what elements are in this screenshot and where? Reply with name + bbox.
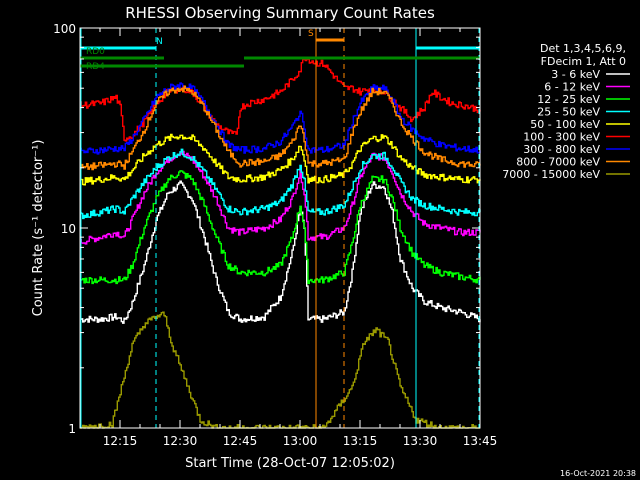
chart-title: RHESSI Observing Summary Count Rates [125,4,435,22]
legend-entry-7000-15000-kev: 7000 - 15000 keV [502,168,600,181]
footer-timestamp: 16-Oct-2021 20:38 [560,469,636,478]
y-tick-label-100: 100 [53,22,76,36]
legend-entry-3-6-kev: 3 - 6 keV [551,68,600,81]
series-line-300-800-kev [80,82,481,155]
legend-entry-800-7000-kev: 800 - 7000 keV [516,156,600,169]
series-line-25-50-kev [80,148,481,220]
legend-entry-6-12-kev: 6 - 12 keV [544,81,600,94]
x-tick-label-12:45: 12:45 [223,434,258,448]
x-tick-label-12:15: 12:15 [103,434,138,448]
x-tick-label-13:30: 13:30 [403,434,438,448]
mode-label-rd4: RD4 [86,62,105,72]
legend-entry-12-25-kev: 12 - 25 keV [537,93,600,106]
series-line-3-6-kev [80,180,481,324]
x-tick-label-13:00: 13:00 [283,434,318,448]
series-line-100-300-kev [80,57,481,142]
legend-entry-100-300-kev: 100 - 300 keV [523,131,600,144]
x-tick-label-13:15: 13:15 [343,434,378,448]
x-tick-label-13:45: 13:45 [463,434,498,448]
x-axis-label: Start Time (28-Oct-07 12:05:02) [185,456,395,471]
legend: Det 1,3,4,5,6,9,FDecim 1, Att 03 - 6 keV… [502,42,630,181]
y-axis-label: Count Rate (s⁻¹ detector⁻¹) [31,140,46,317]
legend-entry-50-100-kev: 50 - 100 keV [530,118,600,131]
series-line-800-7000-kev [80,85,481,171]
series-line-50-100-kev [80,133,481,186]
mode-label-s: S [308,29,314,39]
legend-header-0: Det 1,3,4,5,6,9, [540,42,626,55]
mode-label-rd0: RD0 [86,47,105,57]
legend-header-1: FDecim 1, Att 0 [541,55,626,68]
series-line-12-25-kev [80,170,481,285]
x-tick-label-12:30: 12:30 [163,434,198,448]
series-line-6-12-kev [80,150,481,245]
y-tick-label-10: 10 [61,222,76,236]
y-tick-label-1: 1 [68,422,76,436]
legend-entry-300-800-kev: 300 - 800 keV [523,143,600,156]
legend-entry-25-50-kev: 25 - 50 keV [537,106,600,119]
mode-label-n: N [156,37,163,47]
